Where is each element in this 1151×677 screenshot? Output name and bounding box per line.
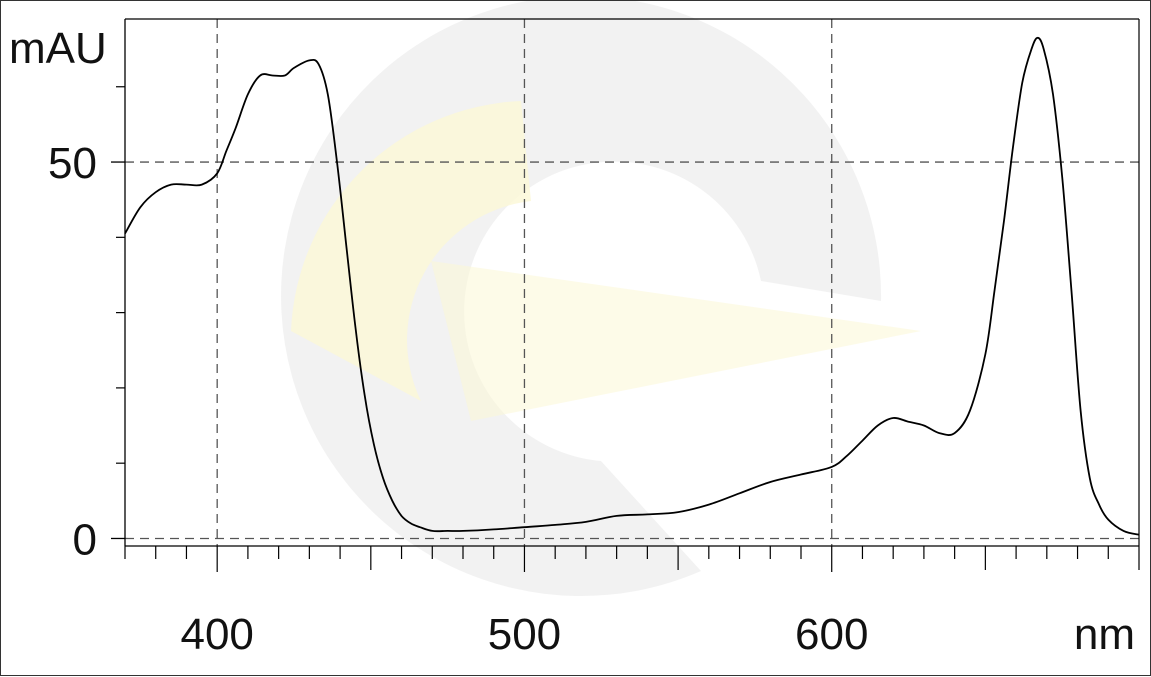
x-tick-label-500: 500 <box>488 610 561 659</box>
axes <box>111 18 1140 572</box>
watermark-yellow-wedge <box>431 261 921 421</box>
x-axis-unit-label: nm <box>1074 610 1135 659</box>
grid-lines <box>125 19 1139 546</box>
series-line-0 <box>124 36 1140 536</box>
x-tick-label-600: 600 <box>795 610 868 659</box>
y-tick-label-50: 50 <box>48 139 97 188</box>
tick-labels: 0 50 400 500 600 mAU nm <box>9 24 1135 659</box>
y-axis-unit-label: mAU <box>9 24 107 73</box>
series-layer <box>124 36 1140 536</box>
watermark-yellow-arc <box>291 101 531 401</box>
background-watermark-logo <box>281 1 921 596</box>
x-tick-label-400: 400 <box>180 610 253 659</box>
y-tick-label-0: 0 <box>73 515 97 564</box>
